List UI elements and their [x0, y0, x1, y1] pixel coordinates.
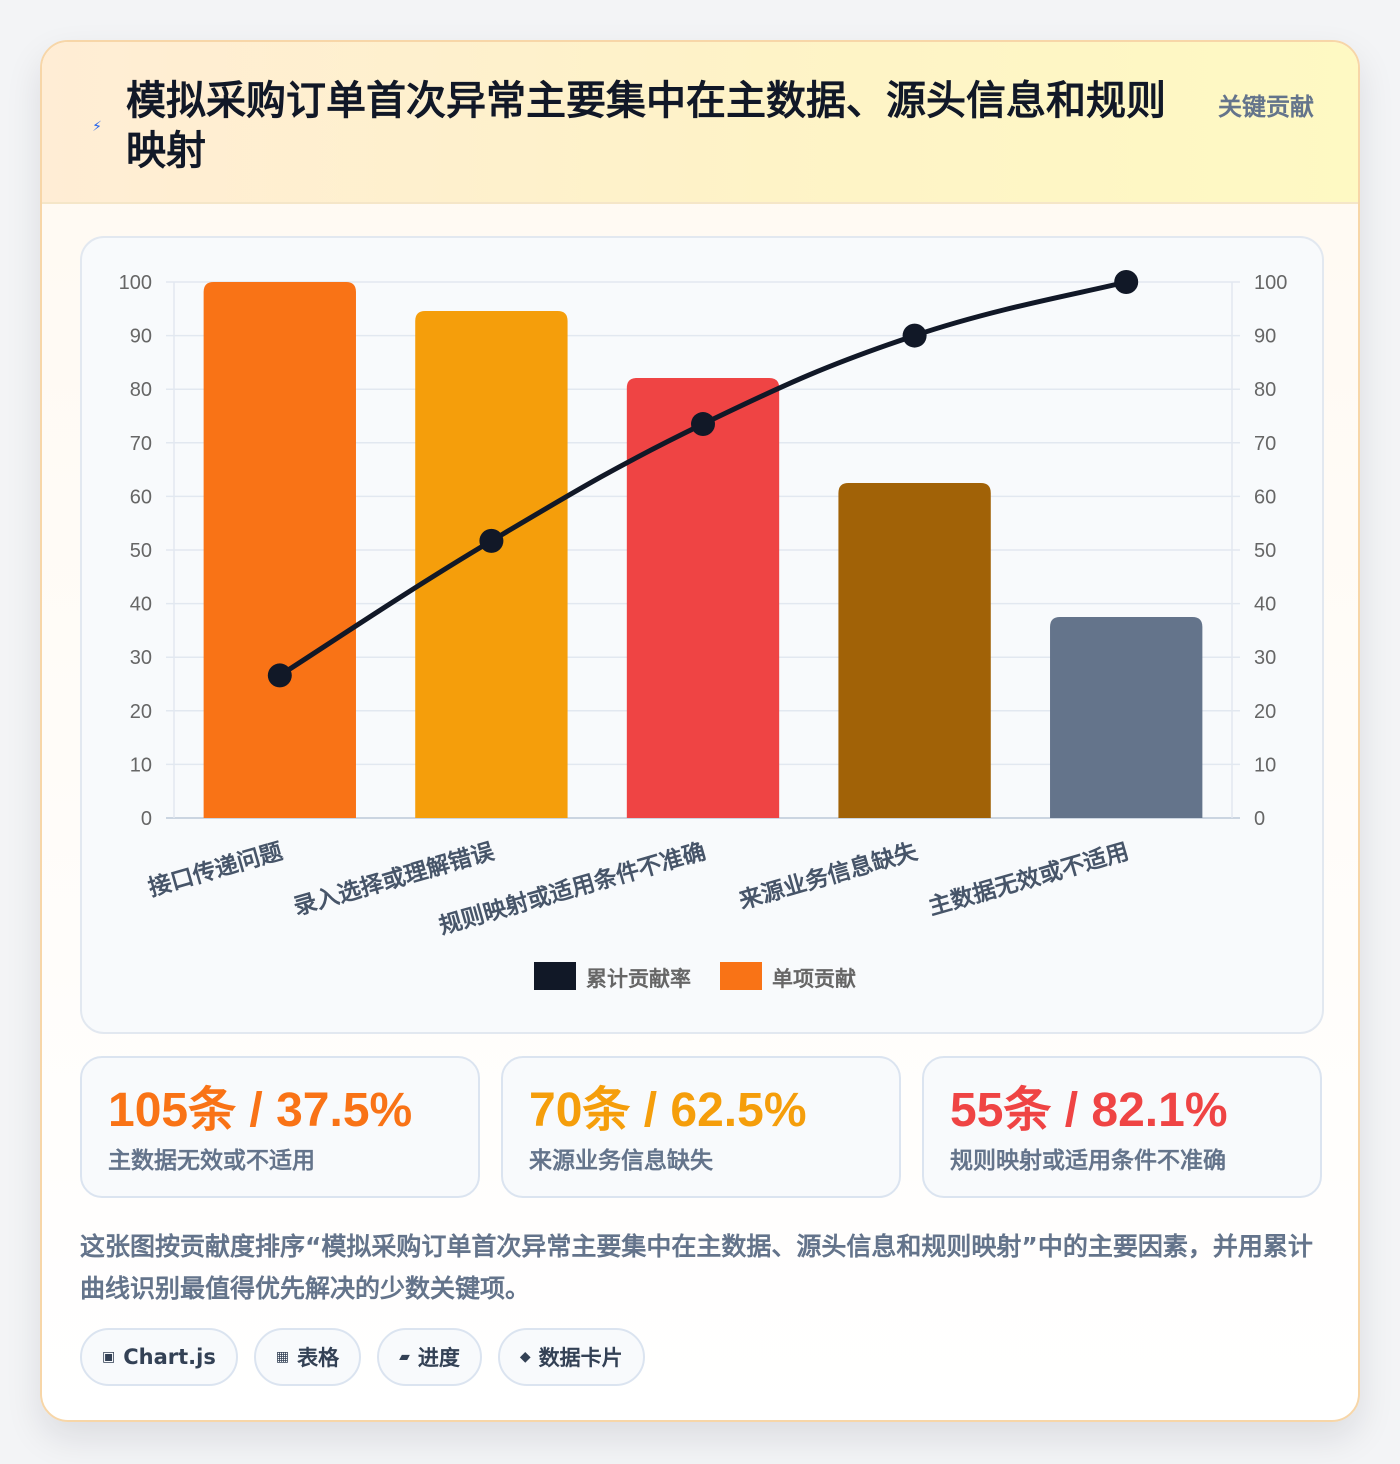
stat-value: 105条 / 37.5% [108, 1084, 413, 1137]
left-axis-tick: 10 [130, 754, 152, 776]
right-axis-tick: 30 [1254, 647, 1276, 669]
x-axis-label: 接口传递问题 [145, 838, 285, 902]
tag-table[interactable]: ▦ 表格 [253, 1328, 362, 1386]
header-tag: 关键贡献 [1218, 93, 1314, 121]
tag-label: 表格 [297, 1346, 340, 1370]
tag-label: 进度 [417, 1346, 460, 1370]
bar [838, 483, 991, 818]
left-axis-tick: 60 [130, 486, 152, 508]
chart-description: 这张图按贡献度排序“模拟采购订单首次异常主要集中在主数据、源头信息和规则映射”中… [80, 1232, 1313, 1303]
tag-label: 数据卡片 [538, 1346, 623, 1370]
stat-card-1: 105条 / 37.5% 主数据无效或不适用 [80, 1056, 480, 1198]
line-point [691, 412, 715, 437]
legend-label: 单项贡献 [772, 967, 856, 991]
x-axis-label: 主数据无效或不适用 [925, 838, 1131, 921]
bar [415, 310, 568, 818]
chart-container: 0 10 20 30 40 50 60 70 80 90 100 0 10 20 30 40 50 60 70 80 9… [80, 236, 1324, 1034]
line-point [267, 663, 292, 688]
stat-value: 55条 / 82.1% [950, 1084, 1228, 1137]
tag-list: ▣ Chart.js ▦ 表格 ▰ 进度 ◆ 数据卡片 [80, 1328, 645, 1386]
right-axis-tick: 80 [1254, 379, 1276, 401]
legend-swatch [720, 962, 762, 990]
pareto-chart: 0 10 20 30 40 50 60 70 80 90 100 0 10 20 30 40 50 60 70 80 9… [119, 270, 1287, 991]
bar [626, 377, 780, 818]
legend-swatch [534, 962, 576, 990]
stat-label: 主数据无效或不适用 [108, 1148, 315, 1174]
right-axis-tick: 10 [1254, 754, 1276, 776]
line-point [479, 528, 504, 553]
page-title: 模拟采购订单首次异常主要集中在主数据、源头信息和规则映射 [126, 78, 1166, 174]
left-axis-tick: 100 [119, 272, 152, 294]
left-axis-tick: 30 [130, 647, 152, 669]
progress-icon: ▰ [399, 1349, 410, 1365]
left-axis-tick: 20 [130, 701, 152, 723]
x-axis-label: 来源业务信息缺失 [736, 838, 921, 915]
left-axis-tick: 90 [130, 326, 152, 348]
line-point [1114, 270, 1139, 294]
lightning-icon: ⚡ [92, 119, 102, 135]
card-header: ⚡ 模拟采购订单首次异常主要集中在主数据、源头信息和规则映射 关键贡献 [42, 42, 1358, 204]
right-axis-tick: 20 [1254, 701, 1276, 723]
right-axis-tick: 50 [1254, 540, 1276, 562]
tag-chartjs[interactable]: ▣ Chart.js [80, 1328, 238, 1386]
stat-value: 70条 / 62.5% [529, 1084, 807, 1137]
report-card: ⚡ 模拟采购订单首次异常主要集中在主数据、源头信息和规则映射 关键贡献 0 10 2… [40, 40, 1360, 1422]
stat-label: 规则映射或适用条件不准确 [950, 1148, 1226, 1174]
legend-label: 累计贡献率 [586, 967, 691, 991]
card-icon: ◆ [519, 1349, 531, 1365]
stat-label: 来源业务信息缺失 [529, 1148, 713, 1174]
right-axis-tick: 40 [1254, 594, 1276, 616]
line-point [902, 323, 927, 348]
right-axis-tick: 90 [1254, 326, 1276, 348]
bar [1050, 617, 1203, 818]
right-axis-tick: 100 [1254, 272, 1287, 294]
left-axis-tick: 70 [130, 433, 152, 455]
tag-progress[interactable]: ▰ 进度 [377, 1328, 482, 1386]
right-axis-tick: 60 [1254, 486, 1276, 508]
stat-card-2: 70条 / 62.5% 来源业务信息缺失 [501, 1056, 901, 1198]
tag-data-card[interactable]: ◆ 数据卡片 [497, 1328, 645, 1386]
left-axis-tick: 80 [130, 379, 152, 401]
stat-card-3: 55条 / 82.1% 规则映射或适用条件不准确 [922, 1056, 1322, 1198]
left-axis-tick: 50 [130, 540, 152, 562]
left-axis-tick: 40 [130, 594, 152, 616]
table-icon: ▦ [275, 1349, 290, 1365]
right-axis-tick: 0 [1254, 808, 1265, 830]
right-axis-tick: 70 [1254, 433, 1276, 455]
tag-label: Chart.js [123, 1345, 216, 1369]
bar [203, 282, 356, 818]
left-axis-tick: 0 [141, 808, 152, 830]
chart-icon: ▣ [102, 1349, 116, 1365]
